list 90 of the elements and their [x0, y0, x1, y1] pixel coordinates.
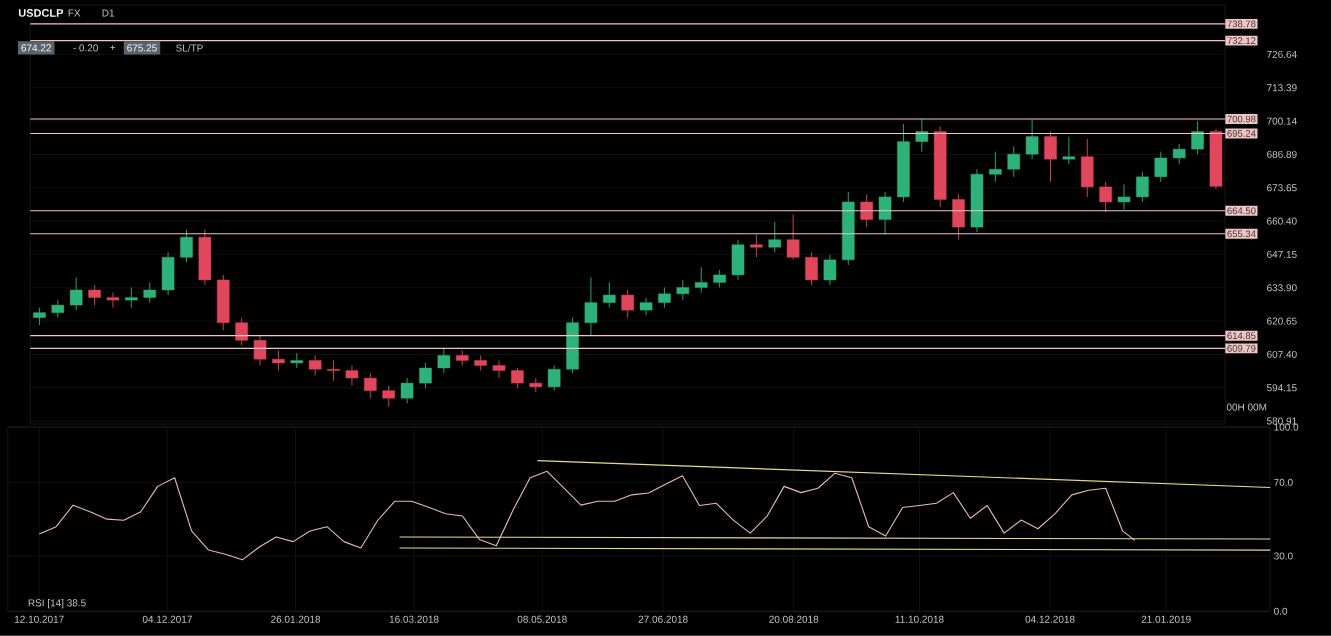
candlestick	[69, 277, 83, 311]
annotation: D1	[102, 9, 115, 17]
y-tick-label: 607.40	[1267, 351, 1297, 359]
x-tick-label: 20.08.2018	[769, 615, 819, 623]
candlestick	[364, 372, 377, 399]
y-tick-label: 620.65	[1267, 317, 1297, 325]
y-tick-label: 580.91	[1267, 417, 1297, 425]
candlestick	[547, 365, 561, 392]
candlestick	[878, 191, 892, 236]
ref-line-label: 609.79	[1227, 345, 1256, 352]
y-tick-label: 594.15	[1267, 384, 1297, 392]
ref-line-label: 695.24	[1227, 130, 1256, 137]
x-tick-label: 26.01.2018	[271, 615, 321, 623]
y-tick-label: 70.0	[1274, 478, 1293, 487]
y-tick-label: 633.90	[1267, 284, 1297, 292]
candlestick	[989, 151, 1002, 183]
candlestick	[511, 367, 524, 389]
y-tick-label: 726.64	[1267, 51, 1297, 59]
candlestick	[823, 254, 837, 286]
candlestick	[694, 267, 708, 294]
candlestick	[492, 360, 506, 379]
x-tick-label: 04.12.2018	[1025, 615, 1075, 623]
candlestick	[676, 279, 690, 301]
x-tick-label: 12.10.2017	[15, 615, 64, 623]
candlestick	[639, 297, 653, 316]
annotation: 675.25	[127, 44, 157, 52]
x-tick-label: 11.10.2018	[895, 615, 944, 623]
candlestick	[437, 347, 451, 374]
candlestick	[768, 221, 782, 253]
y-tick-label: 30.0	[1274, 552, 1293, 560]
y-tick-label: 700.14	[1267, 117, 1297, 125]
candlestick	[327, 360, 340, 382]
candlestick	[382, 385, 395, 408]
x-tick-label: 21.01.2019	[1141, 615, 1191, 623]
candlestick	[235, 317, 248, 346]
candlestick	[272, 350, 285, 372]
annotation: - 0.20	[73, 44, 98, 52]
candlestick	[1117, 184, 1131, 211]
candlestick	[621, 289, 634, 319]
candlestick	[1044, 131, 1057, 183]
ref-line-label: 614.85	[1227, 332, 1256, 340]
x-tick-label: 04.12.2017	[142, 615, 192, 623]
candlestick	[786, 214, 800, 261]
y-tick-label: 100.0	[1274, 423, 1299, 431]
annotation: RSI [14] 38.5	[28, 599, 86, 609]
candlestick	[860, 194, 873, 228]
candlestick	[750, 234, 763, 258]
candlestick	[253, 335, 267, 367]
candlestick	[125, 287, 138, 309]
candlestick	[1099, 181, 1112, 213]
annotation: FX	[68, 9, 81, 17]
y-tick-label: 0.0	[1274, 607, 1288, 615]
x-tick-label: 16.03.2018	[389, 615, 439, 623]
candlestick	[106, 292, 120, 309]
candlestick	[88, 284, 101, 306]
y-tick-label: 686.89	[1267, 151, 1297, 159]
candlestick	[603, 282, 616, 309]
annotation: 674.22	[21, 44, 51, 52]
candlestick	[1025, 119, 1039, 160]
candlestick	[805, 252, 818, 286]
y-tick-label: 660.40	[1267, 217, 1297, 225]
ref-line-label: 655.34	[1227, 230, 1256, 238]
candlestick	[180, 229, 193, 263]
candlestick	[1172, 143, 1186, 165]
candlestick	[1007, 146, 1020, 178]
y-tick-label: 673.65	[1267, 184, 1297, 192]
candlestick	[308, 355, 322, 377]
annotation: SL/TP	[176, 44, 203, 52]
line-series	[38, 470, 1136, 561]
candlestick	[1136, 171, 1149, 203]
candlestick	[1154, 151, 1168, 183]
candlestick	[143, 282, 156, 304]
x-tick-label: 27.06.2018	[638, 615, 688, 623]
annotation: +	[110, 45, 116, 51]
x-tick-label: 08.05.2018	[517, 615, 567, 623]
candlestick	[1062, 136, 1076, 165]
y-tick-label: 647.15	[1267, 251, 1297, 259]
candlestick	[400, 377, 414, 404]
y-tick-label: 713.39	[1267, 84, 1297, 92]
candlestick	[419, 362, 432, 389]
ref-line-label: 664.50	[1227, 207, 1256, 215]
candlestick	[584, 277, 598, 336]
ref-line-label: 700.98	[1227, 115, 1256, 123]
candlestick	[1191, 121, 1204, 155]
text: 00H 00M	[1226, 403, 1267, 411]
candlestick	[658, 287, 671, 309]
ref-line-label: 738.78	[1227, 20, 1256, 28]
ref-line-label: 732.12	[1227, 37, 1256, 45]
candlestick	[345, 365, 359, 387]
chart-title: USDCLP	[18, 9, 64, 18]
